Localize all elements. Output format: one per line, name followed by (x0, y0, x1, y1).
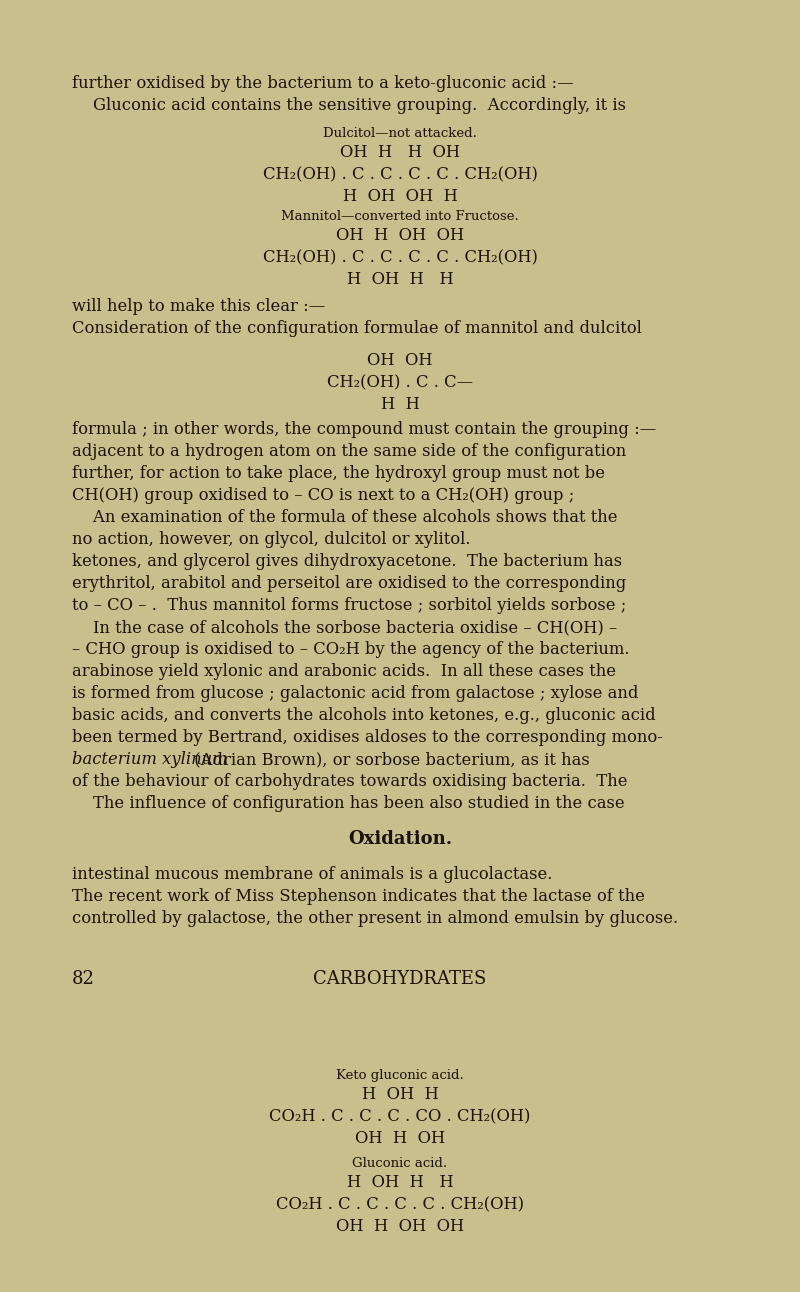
Text: basic acids, and converts the alcohols into ketones, e.g., gluconic acid: basic acids, and converts the alcohols i… (72, 707, 656, 724)
Text: CH₂(OH) . C . C—: CH₂(OH) . C . C— (327, 373, 473, 391)
Text: Dulcitol—not attacked.: Dulcitol—not attacked. (323, 127, 477, 140)
Text: H  OH  OH  H: H OH OH H (342, 189, 458, 205)
Text: OH  H  OH  OH: OH H OH OH (336, 227, 464, 244)
Text: H  OH  H   H: H OH H H (346, 271, 454, 288)
Text: In the case of alcohols the sorbose bacteria oxidise – CH(OH) –: In the case of alcohols the sorbose bact… (72, 619, 618, 636)
Text: arabinose yield xylonic and arabonic acids.  In all these cases the: arabinose yield xylonic and arabonic aci… (72, 663, 616, 680)
Text: is formed from glucose ; galactonic acid from galactose ; xylose and: is formed from glucose ; galactonic acid… (72, 685, 638, 702)
Text: ketones, and glycerol gives dihydroxyacetone.  The bacterium has: ketones, and glycerol gives dihydroxyace… (72, 553, 622, 570)
Text: Keto gluconic acid.: Keto gluconic acid. (336, 1068, 464, 1081)
Text: Gluconic acid contains the sensitive grouping.  Accordingly, it is: Gluconic acid contains the sensitive gro… (72, 97, 626, 114)
Text: H  OH  H: H OH H (362, 1087, 438, 1103)
Text: been termed by Bertrand, oxidises aldoses to the corresponding mono-: been termed by Bertrand, oxidises aldose… (72, 729, 663, 745)
Text: OH  H   H  OH: OH H H OH (340, 143, 460, 162)
Text: bacterium xylinum: bacterium xylinum (72, 751, 228, 767)
Text: erythritol, arabitol and perseitol are oxidised to the corresponding: erythritol, arabitol and perseitol are o… (72, 575, 626, 592)
Text: CH₂(OH) . C . C . C . C . CH₂(OH): CH₂(OH) . C . C . C . C . CH₂(OH) (262, 165, 538, 183)
Text: of the behaviour of carbohydrates towards oxidising bacteria.  The: of the behaviour of carbohydrates toward… (72, 773, 627, 789)
Text: CO₂H . C . C . C . C . CH₂(OH): CO₂H . C . C . C . C . CH₂(OH) (276, 1196, 524, 1213)
Text: The recent work of Miss Stephenson indicates that the lactase of the: The recent work of Miss Stephenson indic… (72, 888, 645, 904)
Text: H  OH  H   H: H OH H H (346, 1174, 454, 1191)
Text: CO₂H . C . C . C . CO . CH₂(OH): CO₂H . C . C . C . CO . CH₂(OH) (270, 1109, 530, 1125)
Text: to – CO – .  Thus mannitol forms fructose ; sorbitol yields sorbose ;: to – CO – . Thus mannitol forms fructose… (72, 597, 626, 614)
Text: H  H: H H (381, 397, 419, 413)
Text: further, for action to take place, the hydroxyl group must not be: further, for action to take place, the h… (72, 465, 605, 482)
Text: formula ; in other words, the compound must contain the grouping :—: formula ; in other words, the compound m… (72, 421, 656, 438)
Text: OH  H  OH: OH H OH (355, 1130, 445, 1147)
Text: CH₂(OH) . C . C . C . C . CH₂(OH): CH₂(OH) . C . C . C . C . CH₂(OH) (262, 249, 538, 266)
Text: no action, however, on glycol, dulcitol or xylitol.: no action, however, on glycol, dulcitol … (72, 531, 470, 548)
Text: Gluconic acid.: Gluconic acid. (353, 1158, 447, 1171)
Text: Consideration of the configuration formulae of mannitol and dulcitol: Consideration of the configuration formu… (72, 320, 642, 337)
Text: OH  OH: OH OH (367, 351, 433, 370)
Text: An examination of the formula of these alcohols shows that the: An examination of the formula of these a… (72, 509, 618, 526)
Text: Mannitol—converted into Fructose.: Mannitol—converted into Fructose. (281, 211, 519, 224)
Text: controlled by galactose, the other present in almond emulsin by glucose.: controlled by galactose, the other prese… (72, 910, 678, 926)
Text: further oxidised by the bacterium to a keto-gluconic acid :—: further oxidised by the bacterium to a k… (72, 75, 574, 92)
Text: intestinal mucous membrane of animals is a glucolactase.: intestinal mucous membrane of animals is… (72, 866, 552, 882)
Text: OH  H  OH  OH: OH H OH OH (336, 1218, 464, 1235)
Text: The influence of configuration has been also studied in the case: The influence of configuration has been … (72, 795, 625, 811)
Text: CH(OH) group oxidised to – CO is next to a CH₂(OH) group ;: CH(OH) group oxidised to – CO is next to… (72, 487, 574, 504)
Text: will help to make this clear :—: will help to make this clear :— (72, 298, 326, 315)
Text: Oxidation.: Oxidation. (348, 829, 452, 848)
Text: – CHO group is oxidised to – CO₂H by the agency of the bacterium.: – CHO group is oxidised to – CO₂H by the… (72, 641, 630, 658)
Text: 82: 82 (72, 970, 95, 988)
Text: adjacent to a hydrogen atom on the same side of the configuration: adjacent to a hydrogen atom on the same … (72, 443, 626, 460)
Text: CARBOHYDRATES: CARBOHYDRATES (314, 970, 486, 988)
Text: (Adrian Brown), or sorbose bacterium, as it has: (Adrian Brown), or sorbose bacterium, as… (190, 751, 590, 767)
